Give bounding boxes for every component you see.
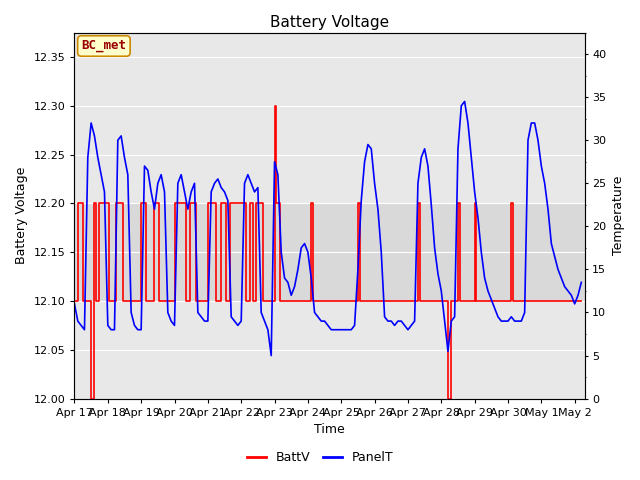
Y-axis label: Temperature: Temperature <box>612 176 625 255</box>
Bar <box>74 204 585 301</box>
Text: BC_met: BC_met <box>81 39 127 52</box>
Title: Battery Voltage: Battery Voltage <box>270 15 389 30</box>
Legend: BattV, PanelT: BattV, PanelT <box>242 446 398 469</box>
X-axis label: Time: Time <box>314 423 345 436</box>
Y-axis label: Battery Voltage: Battery Voltage <box>15 167 28 264</box>
